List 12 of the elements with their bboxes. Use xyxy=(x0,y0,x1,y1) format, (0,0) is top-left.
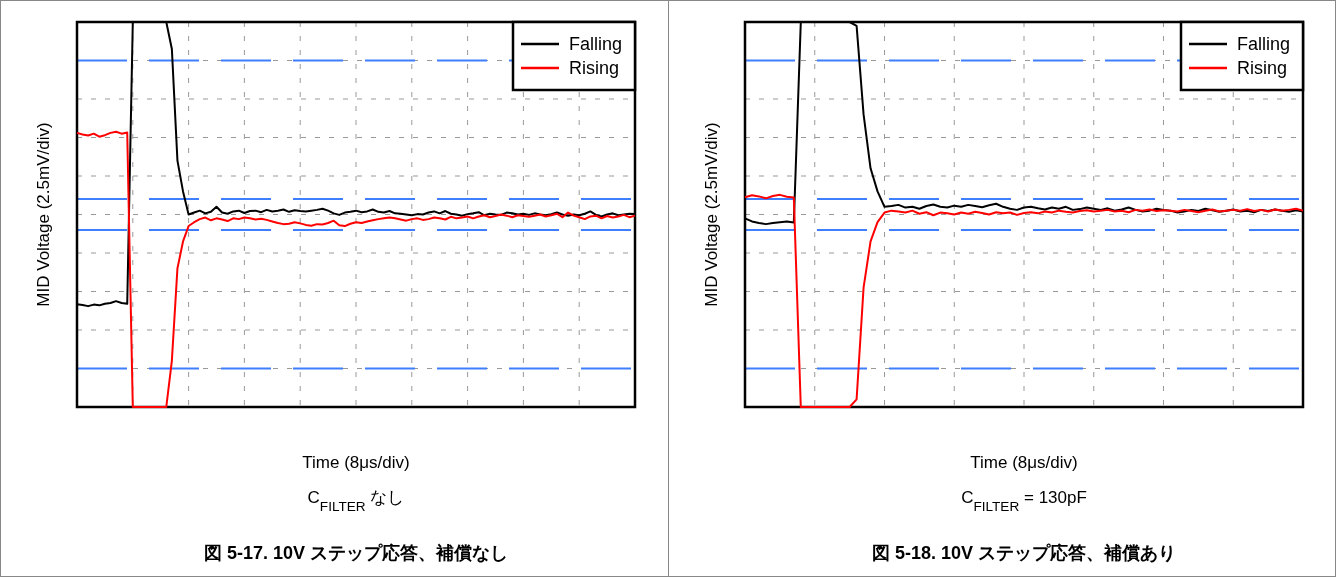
legend-label: Falling xyxy=(1237,34,1291,54)
legend-label: Falling xyxy=(569,34,623,54)
text: 図 5-17. 10V ステップ応答、補償なし xyxy=(203,543,509,563)
legend-label: Rising xyxy=(569,58,620,78)
y-axis-title: MID Voltage (2.5mV/div) xyxy=(34,122,53,307)
text: 図 5-18. 10V ステップ応答、補償あり xyxy=(871,543,1177,563)
text: C$_{FILTER}$ なし xyxy=(307,488,405,514)
x-axis-title: Time (8μs/div) xyxy=(970,453,1078,472)
y-axis-title: MID Voltage (2.5mV/div) xyxy=(702,122,721,307)
x-axis-title: Time (8μs/div) xyxy=(302,453,410,472)
legend-label: Rising xyxy=(1237,58,1288,78)
text: C$_{FILTER}$ = 130pF xyxy=(961,488,1087,514)
